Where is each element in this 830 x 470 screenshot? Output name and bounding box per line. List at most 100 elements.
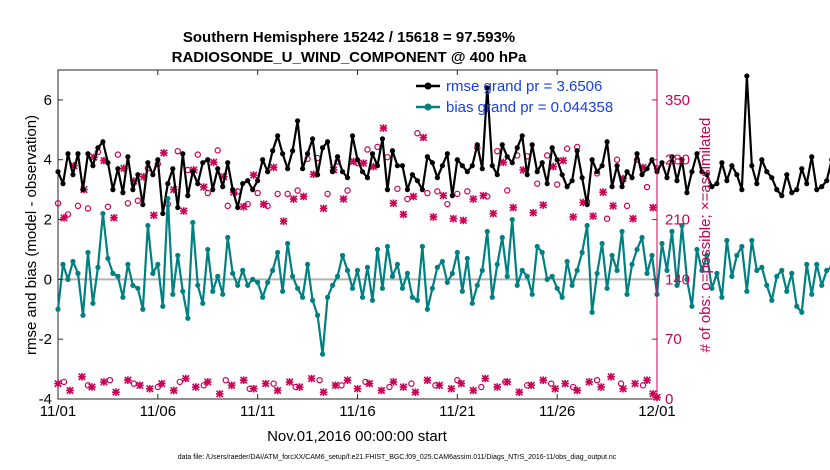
bias-point	[729, 273, 735, 279]
rmse-point	[299, 166, 306, 172]
bias-point	[414, 297, 420, 303]
bias-point	[564, 258, 570, 265]
rmse-point	[449, 193, 455, 199]
obs-assimilated-point	[499, 158, 508, 167]
bias-point	[524, 273, 530, 279]
rmse-point	[265, 169, 271, 175]
bias-point	[290, 273, 296, 279]
rmse-point	[324, 139, 331, 145]
rmse-point	[459, 163, 465, 169]
rmse-point	[225, 160, 231, 166]
rmse-point	[814, 187, 820, 193]
rmse-point	[374, 163, 381, 169]
y-tick-label: 6	[44, 92, 52, 109]
bias-point	[749, 237, 755, 244]
obs-assimilated-point	[343, 376, 352, 384]
bias-point	[120, 294, 126, 300]
obs-assimilated-point	[100, 156, 108, 165]
rmse-point	[195, 181, 201, 187]
obs-possible-point	[603, 215, 611, 222]
rmse-point	[404, 187, 411, 193]
rmse-point	[629, 175, 635, 181]
bias-point	[389, 273, 396, 279]
bias-point	[399, 285, 406, 291]
bias-point	[789, 270, 795, 276]
obs-assimilated-point	[289, 195, 298, 203]
obs-possible-point	[200, 382, 207, 389]
rmse-point	[559, 172, 565, 178]
obs-assimilated-point	[389, 199, 398, 208]
rmse-point	[804, 181, 810, 187]
obs-possible-point	[114, 151, 122, 158]
rmse-point	[394, 163, 401, 169]
bias-point	[574, 267, 580, 273]
bias-point	[190, 219, 196, 226]
bias-point	[809, 291, 815, 297]
bias-point	[624, 291, 630, 297]
rmse-point	[514, 145, 520, 151]
rmse-point	[484, 85, 490, 91]
rmse-point	[599, 163, 605, 169]
bias-point	[759, 264, 765, 270]
obs-assimilated-point	[579, 198, 587, 207]
obs-assimilated-point	[527, 381, 536, 390]
bias-point	[494, 261, 500, 268]
bias-point	[220, 291, 226, 297]
obs-assimilated-point	[179, 207, 188, 215]
bias-point	[734, 252, 740, 259]
obs-assimilated-point	[279, 217, 288, 226]
rmse-point	[334, 154, 341, 160]
rmse-point	[499, 142, 505, 148]
obs-assimilated-point	[529, 208, 538, 217]
rmse-point	[140, 201, 146, 208]
obs-assimilated-point	[619, 174, 627, 183]
obs-assimilated-point	[88, 383, 96, 391]
bias-point	[304, 261, 311, 268]
rmse-point	[170, 166, 176, 172]
bias-point	[584, 222, 590, 229]
bias-point	[200, 300, 206, 306]
rmse-point	[799, 166, 805, 172]
tick-group: 11/01 11/06 11/11 11/16 11/21 11/26 12/01 -4 -2 0…	[39, 70, 690, 420]
rmse-point	[314, 172, 321, 178]
obs-assimilated-point	[573, 386, 581, 395]
rmse-point	[419, 187, 425, 193]
rmse-point	[359, 169, 366, 175]
bias-point	[669, 228, 675, 235]
bias-point	[175, 252, 181, 259]
bias-point	[609, 252, 615, 259]
y-tick-label: -2	[39, 331, 52, 348]
obs-possible-point	[294, 187, 301, 194]
obs-possible-point	[194, 151, 201, 158]
bias-point	[394, 261, 401, 268]
bias-point	[105, 255, 111, 262]
bias-point	[319, 351, 326, 357]
obs-assimilated-point	[457, 379, 466, 388]
obs-assimilated-point	[331, 381, 340, 390]
obs-possible-point	[254, 189, 261, 197]
obs-assimilated-point	[481, 374, 490, 383]
obs-assimilated-point	[353, 384, 362, 393]
rmse-point	[529, 142, 535, 148]
bias-point	[85, 249, 91, 256]
rmse-point	[215, 166, 221, 172]
bias-point	[644, 270, 650, 276]
rmse-point	[504, 154, 510, 160]
rmse-point	[165, 181, 171, 187]
bias-point	[739, 243, 745, 250]
bias-point	[554, 285, 560, 291]
rmse-point	[424, 154, 430, 160]
obs-assimilated-point	[639, 163, 647, 172]
obs-assimilated-point	[599, 188, 607, 196]
rmse-point	[200, 160, 206, 166]
obs-assimilated-point	[619, 384, 627, 393]
obs-assimilated-point	[643, 376, 651, 384]
obs-assimilated-point	[479, 191, 488, 200]
rmse-point	[639, 172, 645, 178]
rmse-point	[809, 154, 815, 160]
bias-point	[429, 285, 435, 291]
bias-point	[235, 282, 241, 288]
bias-point	[604, 285, 610, 291]
obs-possible-point	[563, 145, 571, 152]
obs-series-assimilated	[60, 124, 657, 226]
